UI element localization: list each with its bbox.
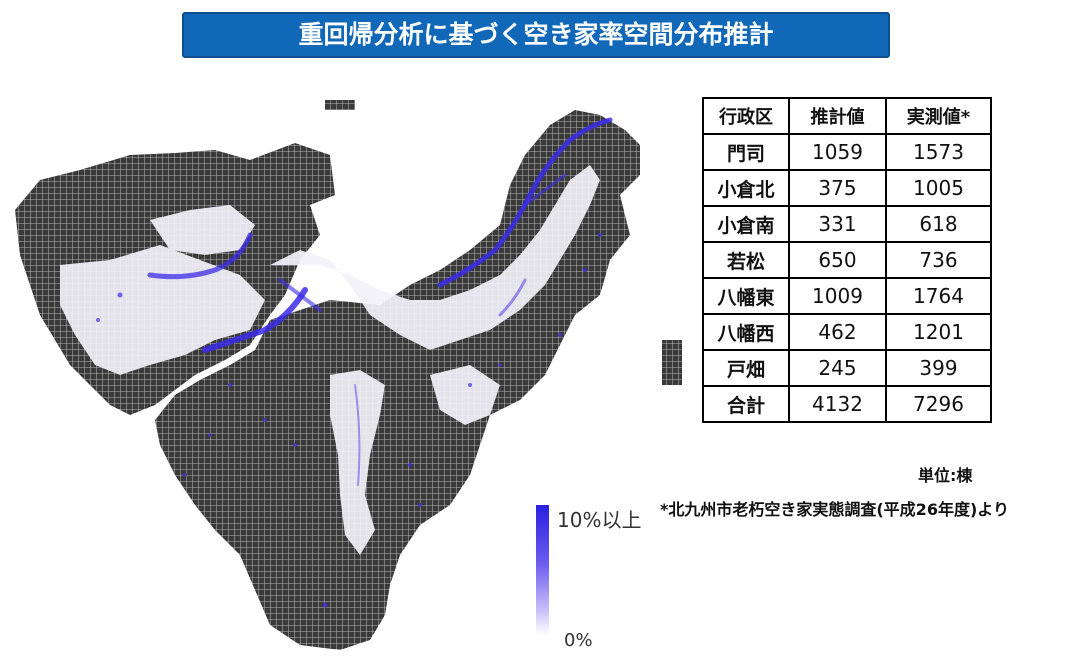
table-row: 若松 650 736 [702, 241, 992, 279]
region-cell: 門司 [702, 133, 790, 171]
title-banner: 重回帰分析に基づく空き家率空間分布推計 [182, 12, 890, 58]
region-cell: 小倉北 [702, 169, 790, 207]
page-title: 重回帰分析に基づく空き家率空間分布推計 [298, 20, 774, 49]
measured-cell: 736 [885, 241, 992, 279]
vacancy-map [15, 100, 682, 650]
measured-cell: 7296 [885, 385, 992, 423]
estimate-cell: 4132 [788, 385, 887, 423]
table-row: 小倉南 331 618 [702, 205, 992, 243]
table-row: 小倉北 375 1005 [702, 169, 992, 207]
measured-cell: 399 [885, 349, 992, 387]
source-note: *北九州市老朽空き家実態調査(平成26年度)より [660, 500, 1009, 519]
estimate-table: 行政区 推計値 実測値* 門司 1059 1573 小倉北 375 1005 小… [702, 97, 992, 423]
table-row: 八幡西 462 1201 [702, 313, 992, 351]
header-estimate: 推計値 [788, 97, 887, 135]
legend-color-bar [536, 505, 549, 635]
table-header-row: 行政区 推計値 実測値* [702, 97, 992, 135]
header-region: 行政区 [702, 97, 790, 135]
vacancy-dots [96, 233, 602, 608]
measured-cell: 1005 [885, 169, 992, 207]
vacancy-hotspots [147, 117, 613, 486]
region-cell: 戸畑 [702, 349, 790, 387]
measured-cell: 1201 [885, 313, 992, 351]
legend-max-label: 10%以上 [557, 508, 642, 532]
estimate-cell: 1009 [788, 277, 887, 315]
measured-cell: 1573 [885, 133, 992, 171]
legend-min-label: 0% [564, 630, 593, 651]
estimate-cell: 245 [788, 349, 887, 387]
table-row: 八幡東 1009 1764 [702, 277, 992, 315]
measured-cell: 1764 [885, 277, 992, 315]
region-cell: 合計 [702, 385, 790, 423]
estimate-cell: 1059 [788, 133, 887, 171]
estimate-cell: 650 [788, 241, 887, 279]
urban-zones [60, 165, 600, 555]
region-cell: 小倉南 [702, 205, 790, 243]
region-cell: 八幡東 [702, 277, 790, 315]
table-row: 門司 1059 1573 [702, 133, 992, 171]
estimate-cell: 375 [788, 169, 887, 207]
table-row: 戸畑 245 399 [702, 349, 992, 387]
table-row-total: 合計 4132 7296 [702, 385, 992, 423]
estimate-cell: 462 [788, 313, 887, 351]
region-cell: 若松 [702, 241, 790, 279]
estimate-cell: 331 [788, 205, 887, 243]
measured-cell: 618 [885, 205, 992, 243]
region-cell: 八幡西 [702, 313, 790, 351]
header-measured: 実測値* [885, 97, 992, 135]
unit-label: 単位:棟 [918, 466, 973, 485]
